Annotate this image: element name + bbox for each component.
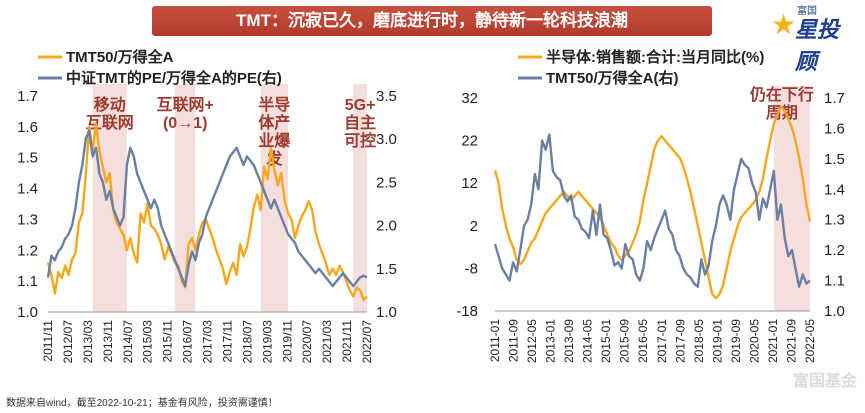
y-left-tick-label: 1.0	[17, 304, 38, 321]
x-tick-label: 2016/07	[181, 320, 195, 364]
x-tick-label: 2017-09	[673, 319, 687, 363]
y-right-tick-label: 1.6	[824, 120, 845, 137]
x-tick-label: 2012-05	[525, 319, 539, 363]
watermark: 富国基金	[792, 373, 857, 390]
x-tick-label: 2017-01	[655, 319, 669, 363]
annotation-label: 互联网	[86, 114, 134, 132]
annotation-label: 自主	[344, 113, 376, 132]
x-tick-label: 2012/07	[61, 320, 75, 364]
page-title: TMT：沉寂已久，磨底进行时，静待新一轮科技浪潮	[152, 6, 712, 36]
legend-label: 中证TMT的PE/万得全A的PE(右)	[66, 69, 282, 87]
chart-left: 移动互联网互联网+(0→1)半导体产业爆发5G+自主可控1.71.61.51.4…	[17, 48, 397, 364]
legend-label: 半导体:销售额:合计:当月同比(%)	[546, 48, 764, 66]
x-tick-label: 2013/11	[101, 320, 115, 363]
footnote: 数据来自wind，截至2022-10-21；基金有风险，投资需谨慎！	[6, 398, 278, 409]
x-tick-label: 2018-05	[692, 319, 706, 363]
x-tick-label: 2011-01	[488, 319, 502, 362]
x-tick-label: 2019/03	[260, 320, 274, 364]
x-tick-label: 2013-09	[562, 319, 576, 363]
y-left-tick-label: 1.2	[17, 242, 38, 259]
x-tick-label: 2013-01	[544, 319, 558, 363]
y-left-tick-label: 12	[461, 175, 478, 192]
y-left-tick-label: 1.5	[17, 150, 38, 167]
x-tick-label: 2021/11	[340, 320, 354, 363]
annotation-label: 体产	[258, 113, 290, 132]
y-left-tick-label: 1.6	[17, 119, 38, 136]
x-tick-label: 2022/07	[360, 320, 374, 364]
y-right-tick-label: 1.4	[824, 181, 845, 198]
y-right-tick-label: 3.5	[376, 88, 397, 105]
annotation-label: 半导	[258, 95, 290, 114]
annotation-label: 仍在下行	[749, 85, 814, 104]
legend-label: TMT50/万得全A	[66, 48, 174, 66]
annotation-band	[92, 84, 127, 312]
x-tick-label: 2021-09	[784, 319, 798, 363]
annotation-label: 互联网+	[157, 96, 214, 114]
annotation-band	[773, 86, 810, 311]
x-tick-label: 2020/07	[300, 320, 314, 364]
x-tick-label: 2015/03	[141, 320, 155, 364]
x-tick-label: 2019-01	[710, 319, 724, 363]
legend-label: TMT50/万得全A(右)	[546, 69, 679, 87]
logo-big-text: 星投顾	[795, 17, 840, 74]
series-line-blue	[493, 133, 811, 288]
y-right-tick-label: 1.7	[824, 90, 845, 107]
y-left-tick-label: 1.3	[17, 211, 38, 228]
y-left-tick-label: -18	[456, 303, 478, 320]
annotation-label: 5G+	[345, 97, 376, 114]
y-left-tick-label: 2	[470, 218, 478, 235]
x-tick-label: 2020-05	[747, 319, 761, 363]
x-tick-label: 2013/03	[81, 320, 95, 364]
x-tick-label: 2015/11	[161, 320, 175, 363]
x-tick-label: 2017/03	[201, 320, 215, 364]
x-tick-label: 2017/11	[220, 320, 234, 363]
annotation-label: 移动	[94, 95, 126, 114]
x-tick-label: 2015-09	[618, 319, 632, 363]
y-right-tick-label: 3.0	[376, 131, 397, 148]
x-tick-label: 2011/11	[41, 320, 55, 362]
series-line-orange	[493, 105, 812, 300]
y-left-tick-label: 22	[461, 133, 478, 150]
star-icon: ★	[771, 9, 797, 40]
x-tick-label: 2015-01	[599, 319, 613, 363]
y-right-tick-label: 1.2	[824, 242, 845, 259]
y-right-tick-label: 1.3	[824, 212, 845, 229]
x-tick-label: 2014-05	[581, 319, 595, 363]
annotation-label: 可控	[344, 131, 376, 150]
series-line-blue	[46, 129, 368, 288]
x-tick-label: 2018/07	[240, 320, 254, 364]
series-line-orange	[46, 122, 368, 301]
y-left-tick-label: 1.7	[17, 88, 38, 105]
x-tick-label: 2011-09	[507, 319, 521, 362]
x-tick-label: 2022-05	[803, 319, 817, 363]
x-tick-label: 2019-09	[729, 319, 743, 363]
logo-small-text: 富国	[797, 6, 817, 17]
brand-logo: ★ 富国 星投顾	[767, 2, 859, 74]
y-right-tick-label: 1.0	[824, 303, 845, 320]
y-left-tick-label: 1.4	[17, 181, 38, 198]
y-right-tick-label: 1.5	[824, 151, 845, 168]
y-right-tick-label: 1.0	[376, 304, 397, 321]
y-left-tick-label: -8	[465, 260, 478, 277]
y-left-tick-label: 32	[461, 90, 478, 107]
x-tick-label: 2021/03	[320, 320, 334, 364]
x-tick-label: 2014/07	[121, 320, 135, 364]
y-left-tick-label: 1.1	[17, 273, 38, 290]
annotation-label: 周期	[766, 103, 798, 122]
y-right-tick-label: 2.5	[376, 174, 397, 191]
y-right-tick-label: 1.1	[824, 273, 845, 290]
y-right-tick-label: 1.5	[376, 261, 397, 278]
y-right-tick-label: 2.0	[376, 218, 397, 235]
annotation-label: (0→1)	[163, 115, 207, 132]
annotation-band	[353, 84, 367, 312]
annotation-label: 业爆	[258, 131, 291, 150]
x-tick-label: 2016-05	[636, 319, 650, 363]
x-tick-label: 2019/11	[280, 320, 294, 363]
x-tick-label: 2021-01	[766, 319, 780, 363]
